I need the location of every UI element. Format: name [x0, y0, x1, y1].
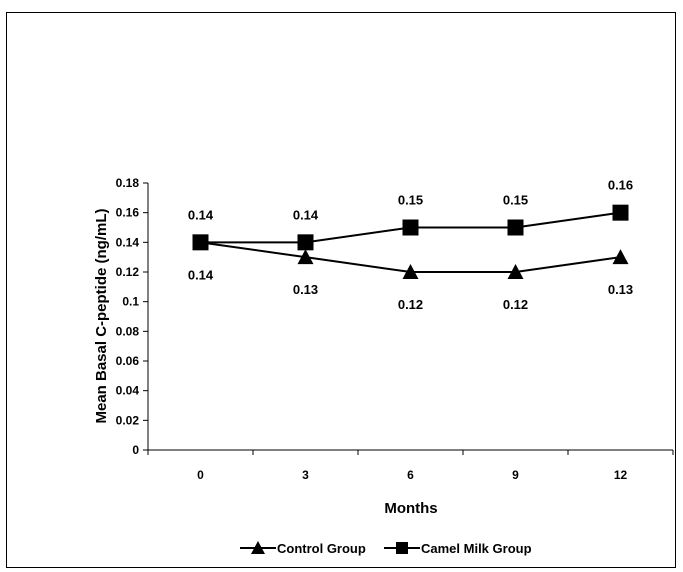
- series-markers: [192, 204, 629, 279]
- camel-milk-group-point: [507, 219, 524, 236]
- camel-milk-group-data-label: 0.15: [398, 193, 423, 208]
- camel-milk-group-point: [192, 234, 209, 251]
- y-tick-labels: 0 0.02 0.04 0.06 0.08 0.1 0.12 0.14 0.16 0.18: [116, 176, 140, 457]
- control-group-data-label: 0.13: [608, 282, 633, 297]
- data-labels: 0.14 0.13 0.12 0.12 0.13 0.14 0.14 0.15 0.15 0.16: [188, 178, 633, 312]
- x-tick-label: 9: [512, 468, 519, 482]
- control-group-point: [402, 264, 419, 279]
- axes: [143, 182, 674, 455]
- y-tick-label: 0: [132, 443, 139, 457]
- y-tick-label: 0.08: [116, 324, 140, 338]
- control-group-data-label: 0.12: [398, 297, 423, 312]
- y-tick-label: 0.04: [116, 384, 140, 398]
- y-tick-label: 0.14: [116, 235, 140, 249]
- legend-camel-label: Camel Milk Group: [421, 541, 532, 556]
- y-tick-label: 0.1: [122, 295, 139, 309]
- control-group-point: [612, 249, 629, 265]
- y-axis-title: Mean Basal C-peptide (ng/mL): [93, 208, 110, 423]
- legend-control-label: Control Group: [277, 541, 366, 556]
- camel-milk-group-data-label: 0.16: [608, 178, 633, 193]
- x-tick-label: 0: [197, 468, 204, 482]
- legend: Control Group Camel Milk Group: [240, 541, 532, 556]
- y-tick-label: 0.12: [116, 265, 140, 279]
- y-tick-label: 0.02: [116, 413, 140, 427]
- x-tick-label: 6: [407, 468, 414, 482]
- x-tick-label: 3: [302, 468, 309, 482]
- chart-frame: [6, 12, 676, 568]
- camel-milk-group-point: [297, 234, 314, 251]
- camel-milk-group-data-label: 0.15: [503, 193, 528, 208]
- camel-milk-group-point: [612, 204, 629, 221]
- y-tick-label: 0.16: [116, 206, 140, 220]
- legend-item-camel: Camel Milk Group: [384, 541, 532, 556]
- legend-camel-marker: [396, 542, 408, 554]
- legend-control-marker: [251, 541, 265, 554]
- control-group-data-label: 0.12: [503, 297, 528, 312]
- control-group-data-label: 0.13: [293, 282, 318, 297]
- control-group-point: [507, 264, 524, 279]
- camel-milk-group-data-label: 0.14: [188, 207, 214, 222]
- legend-item-control: Control Group: [240, 541, 366, 556]
- control-group-point: [297, 249, 314, 265]
- x-tick-labels: 0 3 6 9 12: [197, 468, 627, 482]
- camel-milk-group-point: [402, 219, 419, 236]
- y-tick-label: 0.18: [116, 176, 140, 190]
- x-axis-title: Months: [384, 500, 437, 517]
- camel-milk-group-data-label: 0.14: [293, 207, 319, 222]
- control-group-data-label: 0.14: [188, 267, 214, 282]
- x-tick-label: 12: [614, 468, 628, 482]
- y-tick-label: 0.06: [116, 354, 140, 368]
